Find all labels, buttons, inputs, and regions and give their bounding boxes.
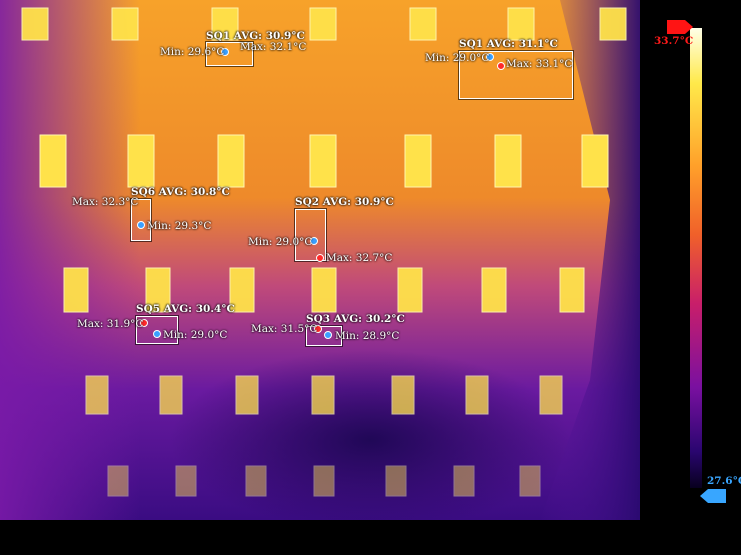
window-shape — [111, 7, 139, 41]
scale-max-label: 33.7°C — [654, 35, 694, 47]
window-shape — [404, 134, 432, 188]
window-shape — [481, 267, 507, 313]
sq1b-max-marker — [497, 62, 505, 70]
window-shape — [85, 375, 109, 415]
window-shape — [211, 7, 239, 41]
sq2-min-marker — [310, 237, 318, 245]
window-shape — [599, 7, 627, 41]
scale-max-marker — [667, 20, 693, 34]
window-shape — [465, 375, 489, 415]
window-shape — [409, 7, 437, 41]
window-shape — [313, 465, 335, 497]
window-shape — [397, 267, 423, 313]
scale-min-marker — [700, 489, 726, 503]
sq3-box — [306, 326, 342, 346]
window-shape — [539, 375, 563, 415]
sq1b-max-label: Max: 33.1°C — [506, 58, 573, 70]
sq2-box — [295, 209, 326, 261]
window-shape — [175, 465, 197, 497]
window-shape — [245, 465, 267, 497]
sq6-avg-label: SQ6 AVG: 30.8°C — [131, 186, 230, 198]
window-shape — [309, 7, 337, 41]
sq5-min-marker — [153, 330, 161, 338]
sq1a-box — [206, 42, 253, 66]
sq1a-min-label: Min: 29.6°C — [160, 46, 225, 58]
sq2-min-label: Min: 29.0°C — [248, 236, 313, 248]
sq3-max-marker — [314, 325, 322, 333]
sq1b-avg-label: SQ1 AVG: 31.1°C — [459, 38, 558, 50]
window-shape — [127, 134, 155, 188]
window-shape — [494, 134, 522, 188]
window-shape — [453, 465, 475, 497]
sq3-min-marker — [324, 331, 332, 339]
sq2-avg-label: SQ2 AVG: 30.9°C — [295, 196, 394, 208]
scale-min-label: 27.6°C — [707, 475, 741, 487]
sq1a-avg-label: SQ1 AVG: 30.9°C — [206, 30, 305, 42]
sq1a-max-label: Max: 32.1°C — [240, 41, 307, 53]
sq6-box — [131, 199, 151, 241]
window-shape — [145, 267, 171, 313]
window-shape — [217, 134, 245, 188]
window-shape — [39, 134, 67, 188]
sq1b-min-label: Min: 29.0°C — [425, 52, 490, 64]
sq6-max-label: Max: 32.3°C — [72, 196, 139, 208]
window-shape — [21, 7, 49, 41]
sq1a-min-marker — [221, 48, 229, 56]
window-shape — [559, 267, 585, 313]
sq2-max-marker — [316, 254, 324, 262]
window-shape — [63, 267, 89, 313]
sq1b-min-marker — [486, 53, 494, 61]
window-shape — [391, 375, 415, 415]
window-shape — [581, 134, 609, 188]
window-shape — [311, 375, 335, 415]
sq5-avg-label: SQ5 AVG: 30.4°C — [136, 303, 235, 315]
window-shape — [309, 134, 337, 188]
thermal-image — [0, 0, 640, 520]
sq3-max-label: Max: 31.5°C — [251, 323, 318, 335]
sq2-max-label: Max: 32.7°C — [326, 252, 393, 264]
sq5-max-label: Max: 31.9°C — [77, 318, 144, 330]
sq1b-box — [459, 51, 573, 99]
window-shape — [235, 375, 259, 415]
sq6-min-label: Min: 29.3°C — [147, 220, 212, 232]
sq6-min-marker — [137, 221, 145, 229]
sq5-max-marker — [140, 319, 148, 327]
window-shape — [159, 375, 183, 415]
window-shape — [311, 267, 337, 313]
sq3-avg-label: SQ3 AVG: 30.2°C — [306, 313, 405, 325]
window-shape — [507, 7, 535, 41]
window-shape — [229, 267, 255, 313]
window-shape — [385, 465, 407, 497]
sq5-box — [136, 316, 178, 344]
window-shape — [107, 465, 129, 497]
sq5-min-label: Min: 29.0°C — [163, 329, 228, 341]
temperature-scale-bar — [690, 28, 702, 488]
sq3-min-label: Min: 28.9°C — [335, 330, 400, 342]
window-shape — [519, 465, 541, 497]
